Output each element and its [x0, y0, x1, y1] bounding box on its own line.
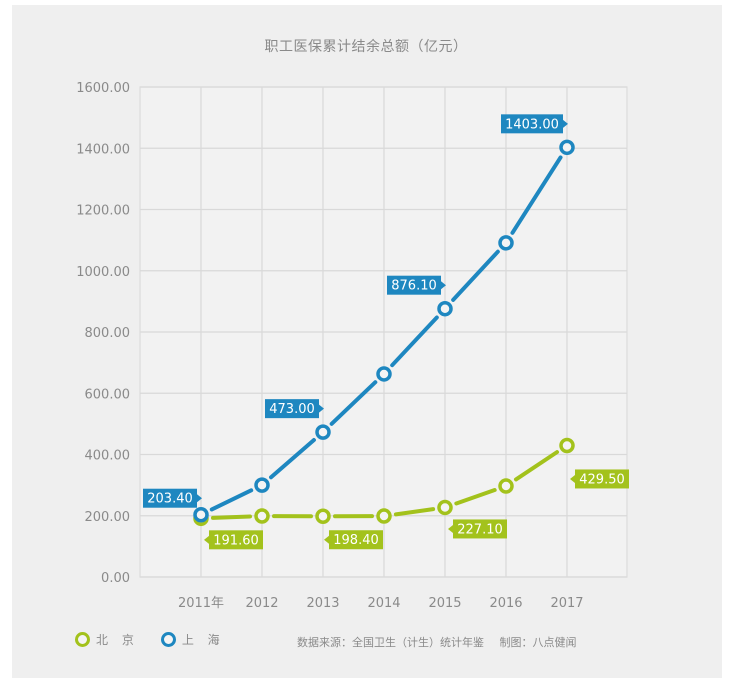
x-tick-label: 2013: [306, 596, 339, 611]
x-tick-label: 2016: [489, 596, 522, 611]
y-tick-label: 1200.00: [76, 204, 130, 219]
svg-text:198.40: 198.40: [333, 533, 379, 548]
data-label: 1403.00: [501, 114, 568, 134]
y-tick-label: 200.00: [85, 510, 131, 525]
svg-text:473.00: 473.00: [269, 402, 315, 417]
data-point-marker[interactable]: [315, 508, 331, 524]
data-point-marker[interactable]: [376, 366, 392, 382]
data-point-marker[interactable]: [437, 499, 453, 516]
y-tick-label: 1400.00: [76, 142, 130, 157]
x-tick-label: 2015: [428, 596, 461, 611]
data-point-marker[interactable]: [376, 508, 392, 524]
circle-marker-icon: [160, 632, 176, 647]
svg-text:227.10: 227.10: [457, 522, 503, 537]
x-tick-label: 2012: [245, 596, 278, 611]
x-tick-label: 2014: [367, 596, 400, 611]
data-point-marker[interactable]: [193, 506, 209, 523]
svg-text:203.40: 203.40: [147, 492, 193, 507]
data-label: 198.40: [324, 530, 383, 550]
x-tick-label: 2017: [550, 596, 583, 611]
svg-text:429.50: 429.50: [579, 472, 625, 487]
circle-marker-icon: [75, 632, 90, 647]
data-point-marker[interactable]: [559, 139, 575, 156]
data-point-marker[interactable]: [254, 477, 270, 493]
y-tick-label: 1000.00: [76, 265, 130, 280]
legend-label: 上 海: [181, 633, 225, 647]
legend-label: 北 京: [96, 633, 139, 647]
made-by-text: 制图：八点健闻: [499, 636, 577, 649]
grid: 0.00 200.00 400.00 600.00 800.00 1000.00 1200.…: [76, 81, 628, 611]
data-label: 203.40: [143, 488, 202, 508]
data-label: 227.10: [448, 519, 507, 539]
data-label: 429.50: [570, 469, 629, 489]
svg-text:876.10: 876.10: [391, 279, 437, 294]
legend-item-shanghai[interactable]: 上 海: [160, 631, 225, 648]
y-tick-label: 1600.00: [76, 81, 130, 96]
chart-title: 职工医保累计结余总额（亿元）: [264, 39, 468, 55]
data-point-marker[interactable]: [315, 424, 331, 440]
x-tick-label: 2011年: [178, 596, 224, 611]
data-label: 191.60: [204, 530, 263, 550]
data-label: 473.00: [265, 399, 324, 419]
y-tick-label: 0.00: [101, 571, 130, 586]
data-label: 876.10: [387, 275, 446, 295]
data-point-marker[interactable]: [437, 300, 453, 317]
y-tick-label: 600.00: [85, 387, 131, 402]
y-tick-label: 800.00: [85, 326, 131, 341]
data-point-marker[interactable]: [498, 478, 514, 494]
svg-text:1403.00: 1403.00: [505, 117, 559, 132]
svg-text:191.60: 191.60: [213, 533, 259, 548]
source-note: 数据来源：全国卫生（计生）统计年鉴 制图：八点健闻: [297, 634, 577, 650]
series-shanghai: 203.40 473.00 876.10 1403.00: [143, 114, 575, 523]
y-tick-label: 400.00: [85, 449, 131, 464]
data-point-marker[interactable]: [254, 508, 270, 524]
legend: 北 京 上 海: [75, 631, 247, 648]
data-point-marker[interactable]: [559, 437, 575, 454]
data-source-text: 数据来源：全国卫生（计生）统计年鉴: [297, 636, 484, 649]
legend-item-beijing[interactable]: 北 京: [75, 631, 139, 648]
data-point-marker[interactable]: [498, 235, 514, 251]
